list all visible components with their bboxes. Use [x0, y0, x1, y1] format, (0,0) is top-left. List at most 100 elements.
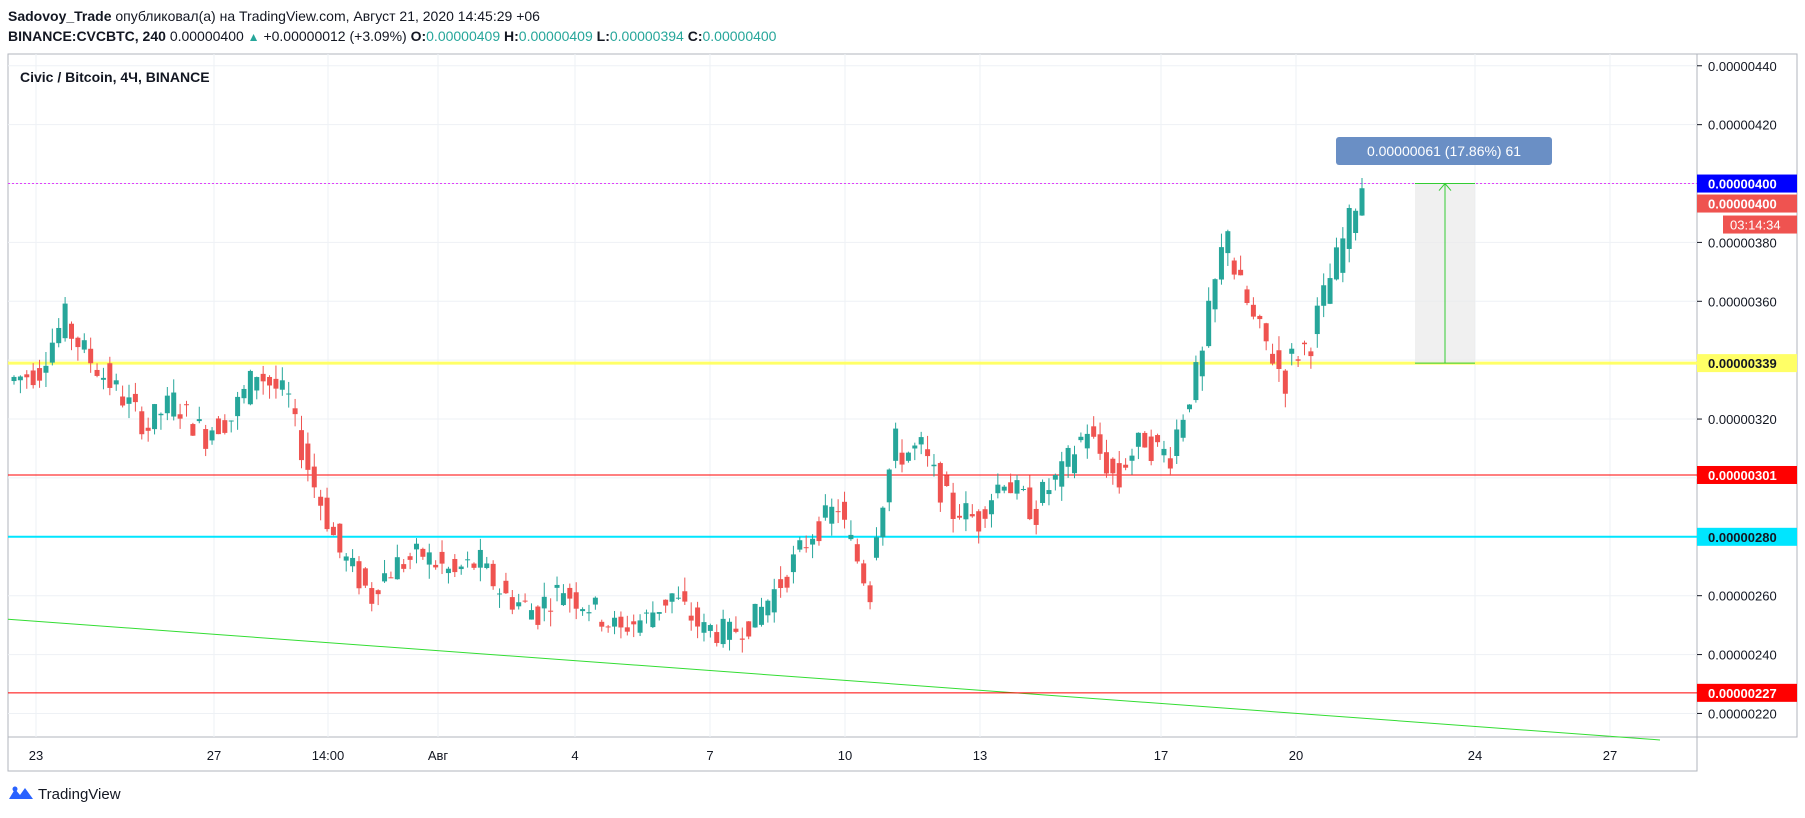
last-price-label: 0.00000400 — [1708, 197, 1777, 212]
candle-body — [164, 395, 170, 414]
candle-body — [298, 430, 304, 461]
x-tick-label: 14:00 — [312, 748, 345, 763]
candle-body — [1321, 285, 1327, 306]
candle-body — [1091, 426, 1097, 437]
candle-body — [401, 564, 407, 569]
candle-body — [1225, 231, 1231, 254]
candle-body — [318, 496, 324, 506]
candle-body — [75, 337, 81, 348]
candle-body — [854, 544, 860, 562]
candle-body — [912, 445, 918, 449]
x-tick-label: 20 — [1289, 748, 1303, 763]
candle-body — [516, 602, 522, 607]
candle-body — [1308, 351, 1314, 357]
candle-body — [1206, 300, 1212, 347]
candle-body — [1302, 342, 1308, 345]
candle-body — [541, 596, 547, 609]
candle-body — [1059, 461, 1065, 487]
candle-body — [1238, 269, 1244, 276]
candle-body — [235, 396, 241, 417]
candle-body — [963, 503, 969, 520]
y-tick-label: 0.00000440 — [1708, 59, 1777, 74]
candle-body — [714, 632, 720, 643]
candle-body — [1001, 486, 1007, 491]
candle-body — [631, 621, 637, 625]
candle-body — [950, 492, 956, 519]
candle-body — [567, 587, 573, 599]
x-tick-label: 4 — [571, 748, 578, 763]
plot-area — [7, 53, 1698, 738]
candle-body — [37, 368, 43, 381]
candle-body — [215, 418, 221, 435]
candle-body — [56, 327, 62, 344]
candle-body — [1046, 490, 1052, 495]
candle-body — [62, 303, 68, 339]
level-price-badge — [1697, 465, 1797, 484]
x-tick-label: 24 — [1468, 748, 1482, 763]
footer-brand[interactable]: TradingView — [38, 785, 121, 803]
time-axis — [7, 736, 1698, 772]
candle-body — [88, 348, 94, 364]
x-tick-label: 23 — [29, 748, 43, 763]
candle-body — [311, 466, 317, 488]
candle-body — [369, 588, 375, 604]
candle-body — [867, 585, 873, 603]
candle-body — [343, 556, 349, 561]
candle-body — [1295, 359, 1301, 361]
y-tick-label: 0.00000420 — [1708, 118, 1777, 133]
candle-body — [260, 373, 266, 382]
candle-body — [580, 609, 586, 612]
candle-body — [663, 599, 669, 606]
candle-body — [560, 593, 566, 606]
candle-body — [618, 616, 624, 628]
candle-body — [1333, 247, 1339, 280]
candle-body — [375, 590, 381, 595]
candle-body — [152, 404, 158, 430]
candle-body — [1314, 305, 1320, 335]
candle-body — [465, 559, 471, 561]
candle-body — [592, 597, 598, 605]
candle-body — [1148, 436, 1154, 461]
candle-body — [68, 323, 74, 339]
candle-body — [458, 566, 464, 570]
candle-body — [509, 597, 515, 610]
candle-body — [113, 380, 119, 385]
candle-body — [707, 625, 713, 631]
candle-body — [209, 430, 215, 441]
candle-body — [829, 506, 835, 524]
candle-body — [969, 514, 975, 517]
candle-body — [196, 419, 202, 422]
x-tick-label: 7 — [706, 748, 713, 763]
candle-body — [1110, 458, 1116, 474]
candle-body — [612, 617, 618, 627]
candle-body — [548, 610, 554, 612]
candle-body — [720, 618, 726, 645]
candle-body — [918, 437, 924, 445]
published-text: опубликовал(а) на TradingView.com, Авгус… — [115, 8, 540, 24]
open-value: 0.00000409 — [426, 28, 501, 44]
candle-body — [1187, 404, 1193, 410]
candle-body — [394, 557, 400, 580]
measure-label-box — [1336, 137, 1552, 165]
level-price-label: 0.00000339 — [1708, 356, 1777, 371]
candle-body — [1270, 353, 1276, 364]
candle-body — [1027, 487, 1033, 520]
candle-body — [861, 563, 867, 584]
author-name[interactable]: Sadovoy_Trade — [8, 8, 112, 24]
candle-body — [273, 378, 279, 389]
up-triangle-icon: ▲ — [247, 30, 260, 44]
candle-body — [484, 563, 490, 568]
candle-body — [822, 505, 828, 518]
candle-body — [497, 593, 503, 595]
candle-body — [126, 397, 132, 404]
low-value: 0.00000394 — [609, 28, 684, 44]
x-tick-label: 10 — [838, 748, 852, 763]
candle-body — [528, 610, 534, 620]
candle-body — [279, 380, 285, 390]
candle-body — [388, 577, 394, 579]
close-label: C: — [687, 28, 703, 44]
price-change: +0.00000012 (+3.09%) — [263, 28, 407, 44]
candle-body — [1212, 279, 1218, 310]
candle-body — [132, 393, 138, 403]
